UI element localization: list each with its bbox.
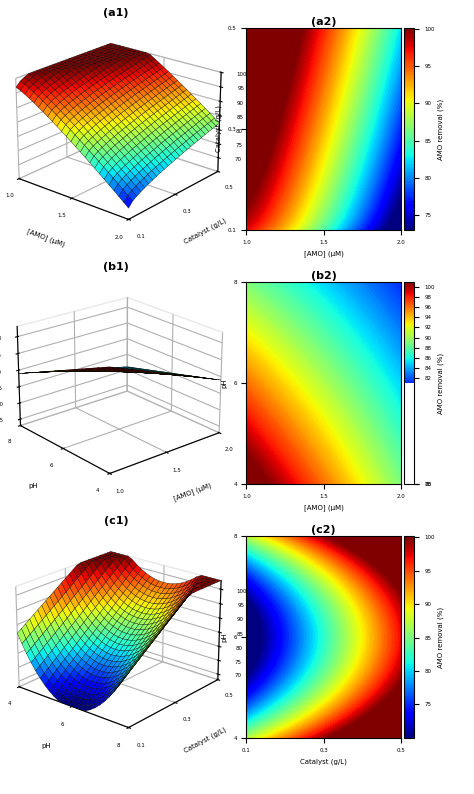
X-axis label: [AMO] (μM): [AMO] (μM) (304, 251, 344, 257)
X-axis label: Catalyst (g/L): Catalyst (g/L) (300, 759, 347, 765)
X-axis label: [AMO] (μM): [AMO] (μM) (173, 482, 212, 502)
Y-axis label: pH: pH (222, 378, 228, 388)
Y-axis label: pH: pH (222, 632, 228, 642)
Y-axis label: Catalyst (g/L): Catalyst (g/L) (183, 726, 228, 754)
Title: (b1): (b1) (103, 262, 129, 272)
Title: (a2): (a2) (311, 17, 337, 27)
Y-axis label: Catalyst (g/L): Catalyst (g/L) (183, 218, 228, 245)
Y-axis label: pH: pH (28, 483, 37, 488)
Y-axis label: AMO removal (%): AMO removal (%) (438, 353, 444, 414)
Title: (a1): (a1) (103, 8, 129, 17)
Y-axis label: AMO removal (%): AMO removal (%) (438, 98, 444, 160)
X-axis label: pH: pH (41, 743, 51, 749)
X-axis label: [AMO] (μM): [AMO] (μM) (26, 228, 66, 248)
Y-axis label: AMO removal (%): AMO removal (%) (438, 607, 444, 668)
Y-axis label: Catalyst (g/L): Catalyst (g/L) (216, 106, 222, 152)
Title: (c2): (c2) (311, 525, 336, 535)
X-axis label: [AMO] (μM): [AMO] (μM) (304, 505, 344, 511)
Title: (c1): (c1) (104, 516, 128, 526)
Title: (b2): (b2) (311, 271, 337, 281)
